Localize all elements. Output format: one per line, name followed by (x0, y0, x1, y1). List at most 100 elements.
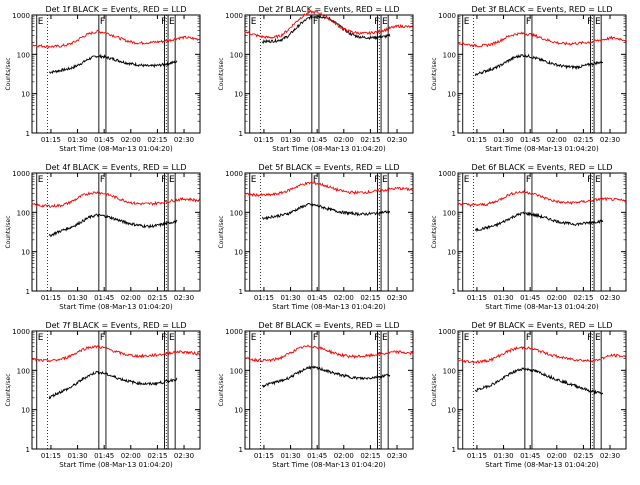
plot-frame (457, 14, 627, 134)
region-letter: F (100, 333, 105, 343)
x-tick-label: 01:30 (280, 294, 300, 302)
chart-title: Det 5f BLACK = Events, RED = LLD (258, 163, 399, 172)
region-letter: F (374, 175, 379, 185)
region-letter: E (382, 333, 388, 343)
x-tick-label: 01:30 (67, 452, 87, 460)
x-tick-label: 02:15 (573, 136, 593, 144)
x-axis-label: Start Time (08-Mar-13 01:04:20) (272, 145, 386, 153)
plot-frame (457, 330, 627, 450)
x-tick-label: 02:15 (360, 136, 380, 144)
chart-panel-6: Det 6f BLACK = Events, RED = LLD Counts/s… (431, 163, 627, 311)
x-tick-label: 01:45 (94, 294, 114, 302)
region-letter: F (374, 333, 379, 343)
y-tick-label: 1 (26, 288, 30, 296)
plot-frame (244, 14, 414, 134)
region-letter: E (251, 175, 257, 185)
x-tick-label: 02:30 (387, 136, 407, 144)
y-tick-label: 10 (21, 407, 30, 415)
x-tick-label: 01:15 (467, 452, 487, 460)
y-tick-label: 1000 (12, 328, 30, 336)
chart-title: Det 8f BLACK = Events, RED = LLD (258, 321, 399, 330)
x-axis-label: Start Time (08-Mar-13 01:04:20) (59, 461, 173, 469)
x-axis-label: Start Time (08-Mar-13 01:04:20) (272, 303, 386, 311)
y-tick-label: 1000 (438, 328, 456, 336)
events-series-line (474, 53, 604, 77)
plot-frame (31, 330, 201, 450)
x-tick-label: 01:45 (520, 294, 540, 302)
y-tick-label: 1000 (225, 12, 243, 20)
x-axis-label: Start Time (08-Mar-13 01:04:20) (485, 461, 599, 469)
events-series-line (262, 202, 391, 221)
x-tick-label: 02:00 (121, 452, 141, 460)
y-tick-label: 1000 (438, 170, 456, 178)
region-letter: E (464, 333, 470, 343)
x-tick-label: 01:30 (280, 452, 300, 460)
lld-series-line (31, 29, 201, 49)
x-tick-label: 01:45 (307, 452, 327, 460)
plot-frame (31, 172, 201, 292)
y-tick-label: 10 (447, 91, 456, 99)
events-series-line (261, 14, 391, 44)
chart-title: Det 2f BLACK = Events, RED = LLD (258, 5, 399, 14)
lld-series-line (244, 181, 414, 198)
lld-series-line (457, 31, 627, 48)
y-tick-label: 10 (234, 407, 243, 415)
events-series-line (474, 367, 604, 395)
lld-series-line (243, 10, 414, 40)
x-tick-label: 02:30 (174, 294, 194, 302)
y-tick-label: 100 (17, 209, 30, 217)
x-tick-label: 01:45 (520, 452, 540, 460)
x-tick-label: 02:00 (121, 136, 141, 144)
region-letter: E (169, 333, 175, 343)
x-tick-label: 02:15 (147, 294, 167, 302)
y-axis-label: Counts/sec (218, 373, 225, 406)
y-tick-label: 100 (17, 367, 30, 375)
chart-title: Det 1f BLACK = Events, RED = LLD (45, 5, 186, 14)
x-tick-label: 02:30 (600, 294, 620, 302)
x-tick-label: 02:00 (334, 136, 354, 144)
y-axis-label: Counts/sec (5, 373, 12, 406)
region-letter: E (464, 17, 470, 27)
chart-title: Det 4f BLACK = Events, RED = LLD (45, 163, 186, 172)
x-tick-label: 01:30 (280, 136, 300, 144)
y-tick-label: 1000 (12, 170, 30, 178)
chart-title: Det 9f BLACK = Events, RED = LLD (471, 321, 612, 330)
x-tick-label: 01:30 (67, 136, 87, 144)
x-tick-label: 02:30 (387, 452, 407, 460)
x-tick-label: 02:15 (360, 294, 380, 302)
region-letter: F (313, 17, 318, 27)
region-letter: F (313, 175, 318, 185)
region-letter: F (526, 17, 531, 27)
x-tick-label: 02:30 (174, 452, 194, 460)
lld-series-line (244, 344, 414, 363)
region-letter: F (100, 175, 105, 185)
x-tick-label: 02:00 (547, 294, 567, 302)
plot-frame (31, 14, 201, 134)
x-tick-label: 01:15 (254, 294, 274, 302)
x-axis-label: Start Time (08-Mar-13 01:04:20) (59, 145, 173, 153)
x-tick-label: 01:15 (467, 136, 487, 144)
y-axis-label: Counts/sec (431, 373, 438, 406)
x-tick-label: 02:00 (547, 136, 567, 144)
y-tick-label: 100 (230, 367, 243, 375)
x-tick-label: 02:30 (600, 452, 620, 460)
y-axis-label: Counts/sec (431, 215, 438, 248)
y-tick-label: 10 (21, 249, 30, 257)
x-tick-label: 02:00 (334, 294, 354, 302)
x-tick-label: 01:45 (94, 136, 114, 144)
region-letter: E (251, 17, 257, 27)
x-tick-label: 02:30 (600, 136, 620, 144)
y-tick-label: 100 (443, 367, 456, 375)
lld-series-line (457, 189, 627, 208)
region-letter: F (374, 17, 379, 27)
chart-panel-5: Det 5f BLACK = Events, RED = LLD Counts/s… (218, 163, 414, 311)
x-tick-label: 01:30 (493, 136, 513, 144)
y-axis-label: Counts/sec (218, 215, 225, 248)
y-axis-label: Counts/sec (218, 57, 225, 90)
y-axis-label: Counts/sec (5, 57, 12, 90)
region-letter: F (526, 333, 531, 343)
region-letter: E (169, 175, 175, 185)
chart-title: Det 3f BLACK = Events, RED = LLD (471, 5, 612, 14)
chart-panel-7: Det 7f BLACK = Events, RED = LLD Counts/s… (5, 321, 201, 469)
